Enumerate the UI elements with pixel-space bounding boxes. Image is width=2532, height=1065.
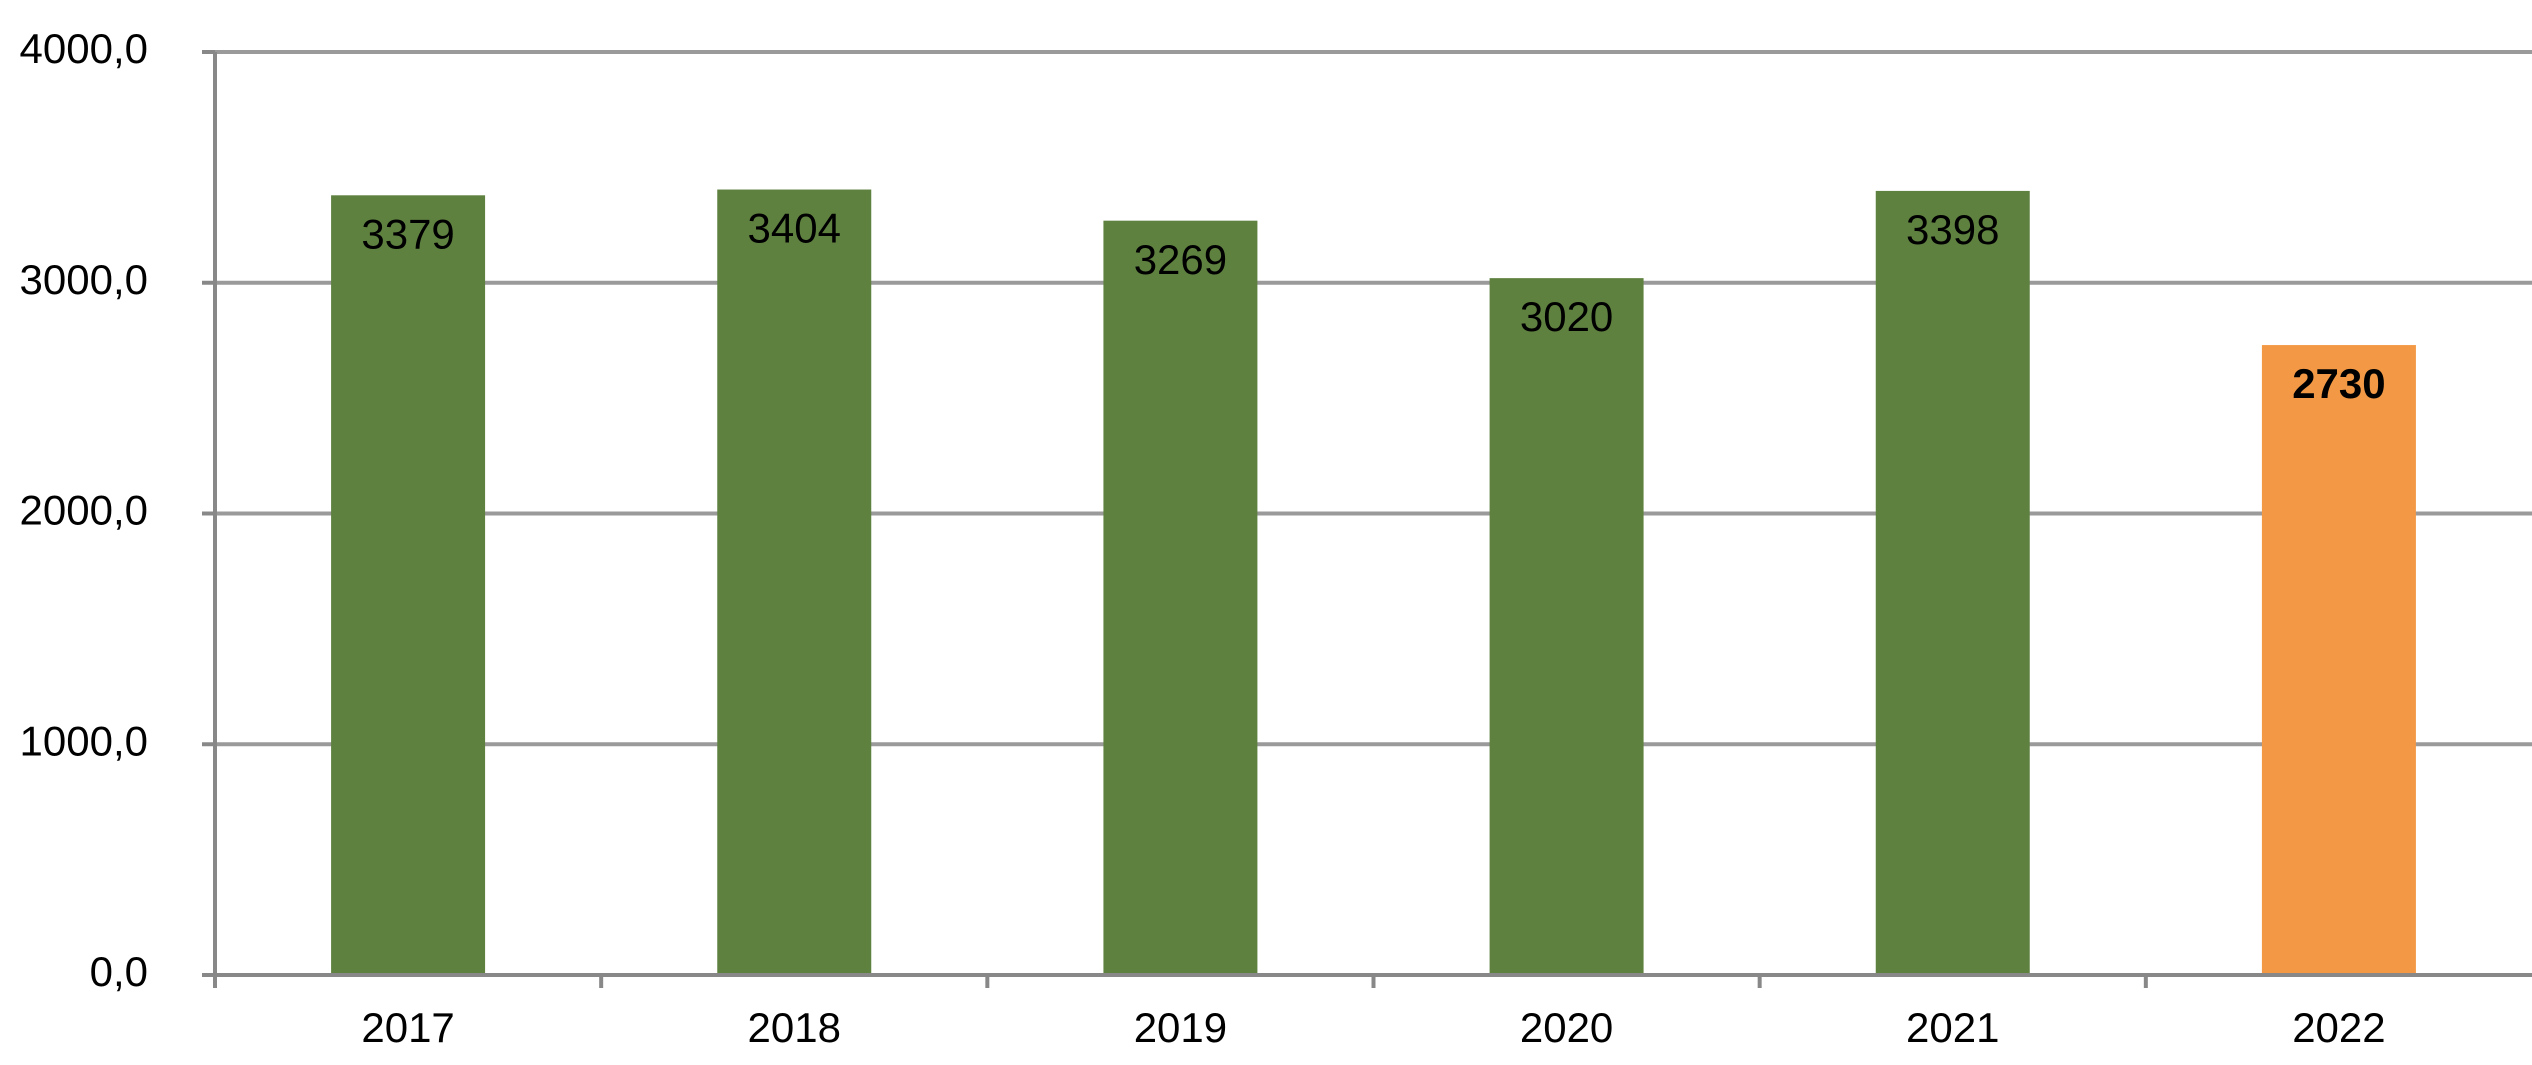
y-tick-label: 2000,0 [20,487,148,534]
data-label: 3269 [1134,236,1227,283]
x-tick-label: 2021 [1906,1004,1999,1051]
data-label: 3398 [1906,206,1999,253]
data-label: 3020 [1520,293,1613,340]
bar [717,189,872,976]
bar [1489,278,1644,975]
y-tick-label: 3000,0 [20,256,148,303]
data-label: 2730 [2292,360,2385,407]
data-label: 3404 [748,205,841,252]
bar [1103,220,1258,976]
y-tick-label: 0,0 [90,948,148,995]
data-label: 3379 [361,210,454,257]
x-tick-label: 2020 [1520,1004,1613,1051]
x-tick-label: 2017 [361,1004,454,1051]
bar [2261,345,2416,975]
x-tick-label: 2018 [748,1004,841,1051]
y-tick-label: 4000,0 [20,25,148,72]
y-tick-label: 1000,0 [20,717,148,764]
x-tick-label: 2022 [2292,1004,2385,1051]
bar [331,195,486,975]
x-tick-label: 2019 [1134,1004,1227,1051]
bar [1875,190,2030,975]
